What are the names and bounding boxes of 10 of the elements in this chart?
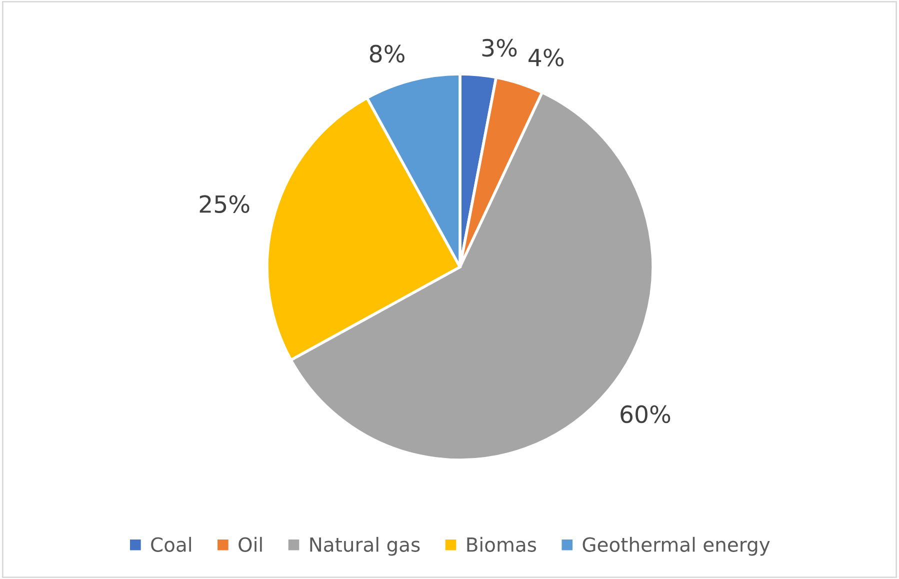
data-label: 3% [482, 38, 517, 57]
legend-label: Geothermal energy [582, 536, 770, 556]
data-label: 25% [200, 195, 250, 214]
legend-label: Biomas [467, 536, 536, 552]
data-label: 4% [528, 48, 564, 66]
data-label: 8% [370, 44, 404, 63]
legend-label: Coal [151, 536, 191, 552]
legend-label: Natural gas [310, 536, 420, 556]
data-label: 60% [620, 405, 670, 424]
legend-label: Oil [238, 536, 262, 552]
